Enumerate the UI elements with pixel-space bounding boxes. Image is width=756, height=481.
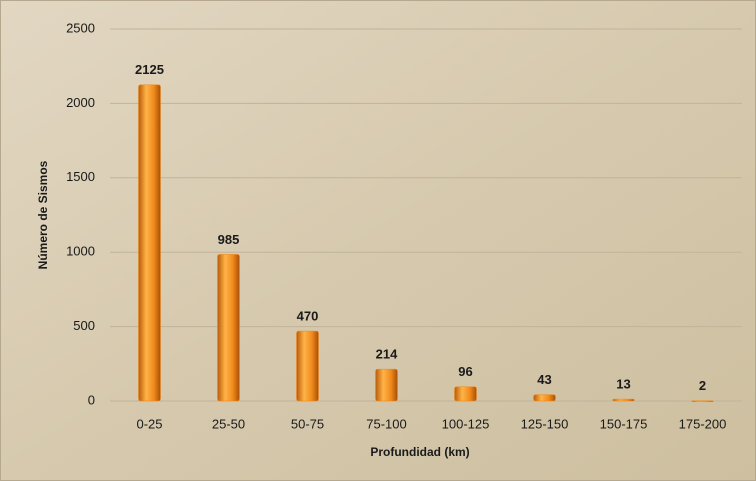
x-tick-label: 125-150	[521, 416, 569, 431]
value-label: 13	[616, 377, 630, 392]
value-label: 214	[376, 347, 398, 362]
bar	[296, 330, 319, 402]
value-label: 96	[458, 364, 472, 379]
x-axis-label: Profundidad (km)	[370, 445, 469, 459]
y-tick-label: 0	[88, 392, 95, 407]
y-tick-label: 1500	[66, 169, 95, 184]
bar	[691, 400, 714, 402]
value-label: 985	[218, 232, 240, 247]
value-label: 2	[699, 378, 706, 393]
bar	[612, 398, 635, 402]
x-tick-label: 150-175	[600, 416, 648, 431]
bar	[138, 84, 161, 402]
value-label: 2125	[135, 62, 164, 77]
bar	[375, 368, 398, 402]
x-tick-label: 175-200	[679, 416, 727, 431]
bar	[217, 254, 240, 402]
bar	[533, 394, 556, 402]
y-tick-label: 2000	[66, 95, 95, 110]
y-tick-label: 2500	[66, 20, 95, 35]
x-tick-label: 75-100	[366, 416, 406, 431]
value-label: 470	[297, 309, 319, 324]
y-tick-label: 1000	[66, 244, 95, 259]
y-tick-label: 500	[73, 318, 95, 333]
x-tick-label: 100-125	[442, 416, 490, 431]
x-tick-label: 25-50	[212, 416, 245, 431]
y-axis-label: Número de Sismos	[36, 160, 50, 269]
x-tick-label: 50-75	[291, 416, 324, 431]
bar	[454, 386, 477, 402]
value-label: 43	[537, 372, 551, 387]
x-tick-label: 0-25	[136, 416, 162, 431]
